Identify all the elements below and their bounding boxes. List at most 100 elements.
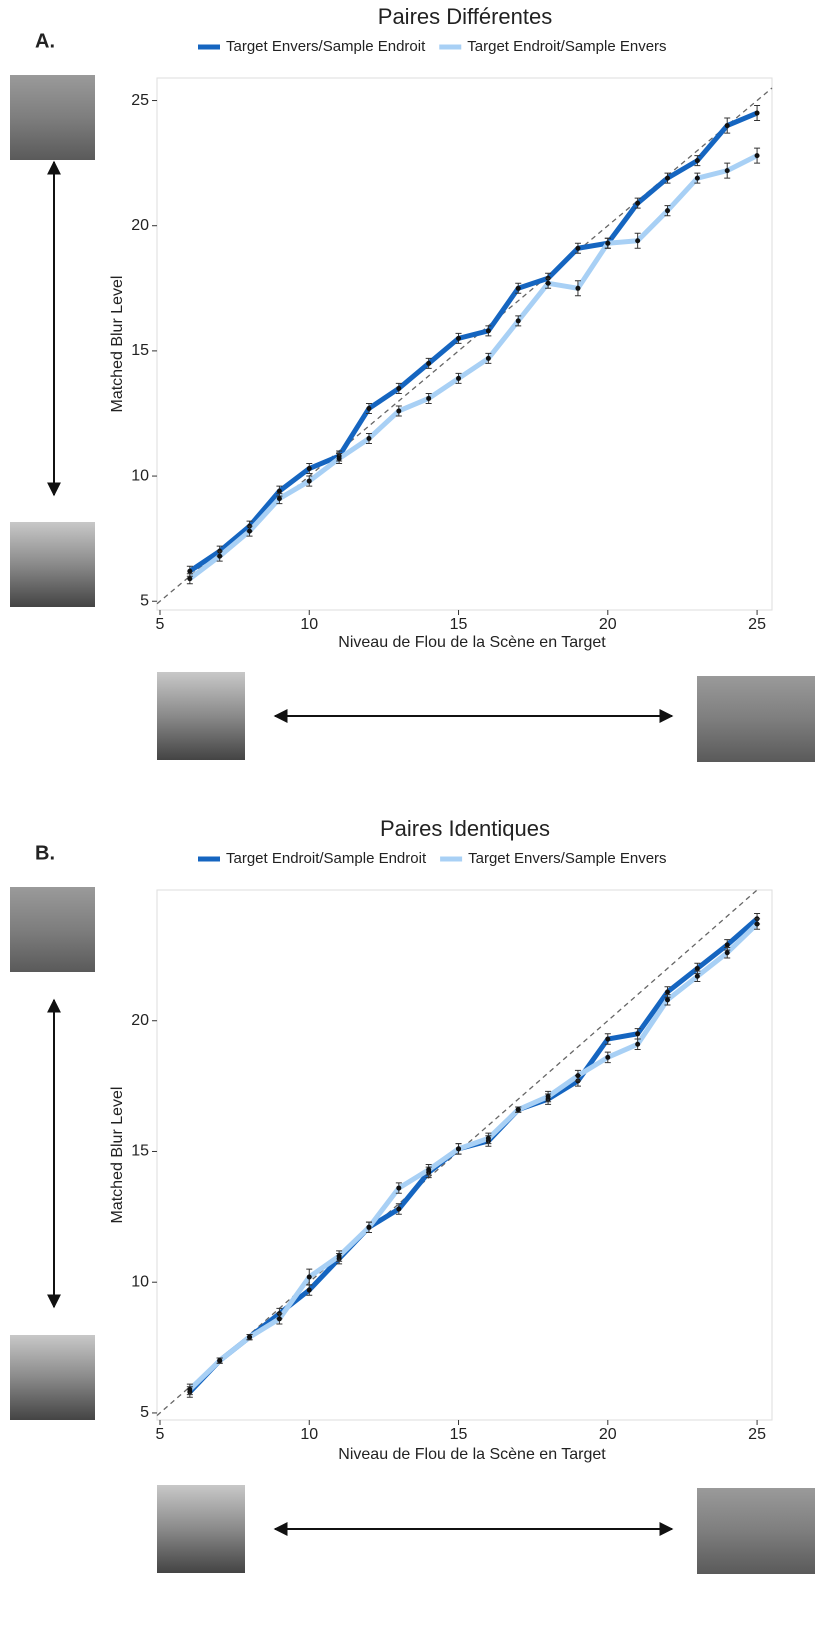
legend-label: Target Envers/Sample Envers [468,850,666,867]
data-point [276,488,282,494]
data-point [247,1334,253,1340]
data-point [665,208,671,214]
blurred-scene [697,1488,815,1574]
data-point [485,1135,491,1141]
identity-line [156,87,773,605]
data-point [724,950,730,956]
x-tick-label: 25 [748,1426,766,1443]
data-point [724,942,730,948]
data-point [694,158,700,164]
sharp-scene [10,522,95,607]
data-point [575,1073,581,1079]
data-point [575,285,581,291]
panel-label: A. [35,30,55,52]
data-point [605,1036,611,1042]
data-point [635,238,641,244]
data-point [665,175,671,181]
data-point [605,1054,611,1060]
data-point [276,1316,282,1322]
y-tick-label: 20 [131,217,149,234]
plot-frame [156,77,773,611]
plot-frame [156,889,773,1421]
y-axis-label: Matched Blur Level [109,1087,126,1224]
data-point [635,1031,641,1037]
panel-label: B. [35,842,55,864]
data-point [515,285,521,291]
y-tick-label: 5 [140,1404,149,1421]
x-tick-label: 15 [450,1426,468,1443]
data-point [754,110,760,116]
data-point [396,1185,402,1191]
data-point [217,553,223,559]
x-tick-label: 5 [156,616,165,633]
data-point [306,478,312,484]
blurred-scene [10,75,95,160]
x-axis-label: Niveau de Flou de la Scène en Target [338,634,606,651]
data-point [187,576,193,582]
sharp-scene [10,1335,95,1420]
legend-label: Target Envers/Sample Endroit [226,38,426,55]
data-point [694,175,700,181]
chart-title: Paires Différentes [378,4,552,29]
data-point [665,989,671,995]
data-point [754,921,760,927]
data-point [635,1041,641,1047]
data-point [724,168,730,174]
y-tick-label: 10 [131,1273,149,1290]
data-point [545,1094,551,1100]
data-point [545,280,551,286]
data-point [694,965,700,971]
data-point [485,328,491,334]
data-point [396,385,402,391]
data-point [694,973,700,979]
chart-title: Paires Identiques [380,816,550,841]
x-tick-label: 10 [300,616,318,633]
data-point [336,456,342,462]
data-point [396,1206,402,1212]
y-tick-label: 20 [131,1012,149,1029]
data-point [426,360,432,366]
series-line [188,922,759,1392]
series-line [188,153,759,581]
data-point [247,528,253,534]
y-tick-label: 25 [131,92,149,109]
sharp-scene [157,672,245,760]
data-point [724,123,730,129]
data-point [426,1167,432,1173]
data-point [754,153,760,159]
sharp-scene [157,1485,245,1573]
thumbnails [10,75,815,1574]
x-tick-label: 5 [156,1426,165,1443]
series-line [188,110,759,574]
x-tick-label: 25 [748,616,766,633]
x-tick-label: 20 [599,1426,617,1443]
data-point [426,395,432,401]
blurred-scene [697,676,815,762]
data-point [456,375,462,381]
y-tick-label: 15 [131,342,149,359]
data-point [366,1224,372,1230]
data-point [515,318,521,324]
data-point [187,568,193,574]
data-point [605,240,611,246]
y-tick-label: 5 [140,592,149,609]
data-point [276,496,282,502]
x-tick-label: 10 [300,1426,318,1443]
data-point [635,200,641,206]
y-tick-label: 15 [131,1143,149,1160]
x-axis-label: Niveau de Flou de la Scène en Target [338,1446,606,1463]
data-point [665,997,671,1003]
data-point [217,1358,223,1364]
data-point [336,1253,342,1259]
x-tick-label: 20 [599,616,617,633]
legend-label: Target Endroit/Sample Endroit [226,850,427,867]
data-point [485,355,491,361]
data-point [456,335,462,341]
data-point [575,245,581,251]
data-point [187,1386,193,1392]
blurred-scene [10,887,95,972]
y-tick-label: 10 [131,467,149,484]
data-point [306,1274,312,1280]
y-axis-label: Matched Blur Level [109,276,126,413]
